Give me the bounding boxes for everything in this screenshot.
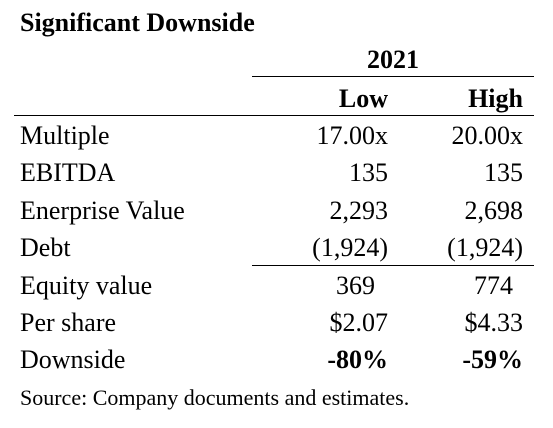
cell-low: 2,293 — [329, 196, 389, 225]
cell-high: 2,698 — [464, 196, 524, 225]
year-header: 2021 — [367, 45, 419, 74]
page-title: Significant Downside — [20, 8, 255, 37]
cell-high: $4.33 — [464, 308, 524, 337]
row-label: EBITDA — [20, 158, 116, 187]
column-header-rule — [14, 115, 534, 116]
source-note: Source: Company documents and estimates. — [20, 385, 410, 410]
cell-low: (1,924) — [312, 233, 388, 262]
cell-high: 135 — [484, 158, 523, 187]
cell-low: -80% — [327, 345, 388, 374]
column-header-low: Low — [338, 84, 388, 113]
cell-high: -59% — [462, 345, 523, 374]
row-label: Debt — [20, 233, 71, 262]
debt-rule — [252, 265, 534, 266]
column-header-high: High — [468, 84, 523, 113]
cell-low: 17.00x — [316, 121, 389, 150]
cell-high: (1,924) — [447, 233, 523, 262]
cell-high: 774 — [474, 271, 513, 300]
cell-low: 369 — [336, 271, 375, 300]
year-header-rule — [252, 76, 534, 77]
cell-low: 135 — [349, 158, 388, 187]
row-label: Downside — [20, 345, 126, 374]
row-label: Enerprise Value — [20, 196, 185, 225]
cell-high: 20.00x — [451, 121, 524, 150]
cell-low: $2.07 — [329, 308, 389, 337]
row-label: Equity value — [20, 271, 153, 300]
row-label: Per share — [20, 308, 117, 337]
row-label: Multiple — [20, 121, 110, 150]
